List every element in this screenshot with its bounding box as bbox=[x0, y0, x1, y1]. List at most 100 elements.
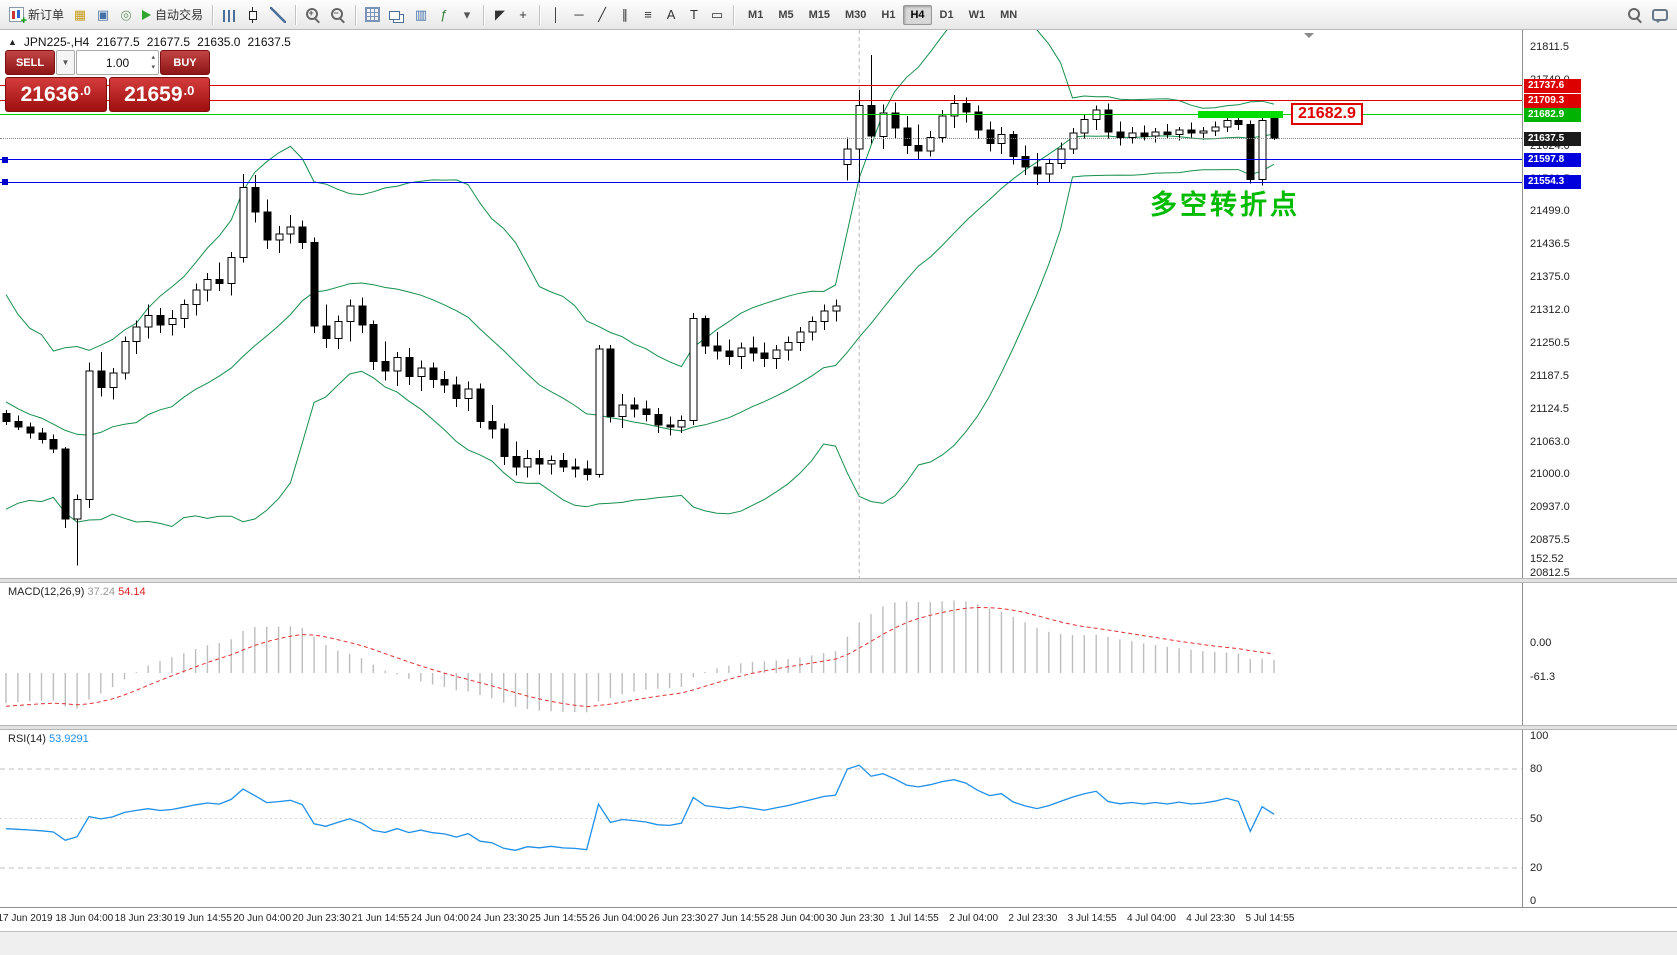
bars-chart-icon bbox=[222, 9, 236, 22]
time-axis[interactable]: 17 Jun 2019 18 Jun 04:00 18 Jun 23:30 19 Ju… bbox=[0, 907, 1677, 931]
panel-divider[interactable] bbox=[0, 578, 1677, 583]
buy-price-display[interactable]: 21659 .0 bbox=[108, 77, 210, 112]
new-chart-button[interactable]: ▥ bbox=[410, 3, 432, 27]
macd-signal-line bbox=[5, 606, 1275, 708]
cascade-windows-button[interactable] bbox=[385, 3, 409, 27]
label-button[interactable]: T bbox=[683, 3, 705, 27]
candlestick-chart-icon bbox=[245, 6, 261, 23]
line-chart-button[interactable] bbox=[266, 3, 290, 27]
price-axis-label: 20937.0 bbox=[1530, 501, 1570, 514]
rsi-line bbox=[5, 764, 1275, 851]
volume-input[interactable]: 1.00 ▴ ▾ bbox=[76, 50, 159, 75]
bollinger-upper-band bbox=[5, 30, 1275, 368]
stepper-up-icon[interactable]: ▴ bbox=[151, 54, 155, 61]
tile-windows-button[interactable] bbox=[361, 3, 384, 27]
data-window-button[interactable]: ▣ bbox=[92, 3, 114, 27]
pivot-line[interactable] bbox=[0, 114, 1522, 116]
timeframe-m5-button[interactable]: M5 bbox=[771, 5, 800, 25]
autotrading-icon bbox=[142, 9, 152, 20]
price-axis-label: 21000.0 bbox=[1530, 468, 1570, 481]
macd-indicator-chart[interactable] bbox=[0, 583, 1522, 727]
timeframe-h1-button[interactable]: H1 bbox=[874, 5, 902, 25]
pivot-price-callout[interactable]: 21682.9 bbox=[1291, 103, 1363, 125]
cascade-windows-icon bbox=[389, 11, 401, 20]
stepper-down-icon[interactable]: ▾ bbox=[151, 63, 155, 71]
layouts-icon: ▦ bbox=[73, 6, 87, 22]
sell-price-display[interactable]: 21636 .0 bbox=[5, 77, 107, 112]
time-axis-label: 26 Jun 23:30 bbox=[648, 913, 707, 924]
buy-button[interactable]: BUY bbox=[160, 50, 210, 75]
pivot-annotation-text[interactable]: 多空转折点 bbox=[1150, 190, 1300, 220]
shapes-icon: ▭ bbox=[710, 6, 724, 22]
price-axis-label: 21811.5 bbox=[1530, 41, 1569, 53]
fibonacci-button[interactable]: ≡ bbox=[637, 3, 659, 27]
volume-dropdown[interactable]: ▼ bbox=[56, 50, 75, 75]
rsi-axis-label: 50 bbox=[1530, 812, 1543, 825]
rsi-indicator-chart[interactable] bbox=[0, 730, 1522, 907]
volume-steppers[interactable]: ▴ ▾ bbox=[151, 53, 155, 73]
support-line-lower-handle[interactable] bbox=[2, 179, 8, 186]
timeframe-m30-button[interactable]: M30 bbox=[838, 5, 873, 25]
search-button[interactable] bbox=[1623, 3, 1647, 27]
one-click-toggle-icon[interactable]: ▲ bbox=[8, 37, 17, 47]
toolbar-separator bbox=[733, 4, 735, 25]
sell-button[interactable]: SELL bbox=[5, 50, 55, 75]
price-axis-label: 21436.5 bbox=[1530, 238, 1570, 251]
templates-button[interactable]: ▾ bbox=[456, 3, 478, 27]
support-line-upper[interactable] bbox=[0, 159, 1522, 161]
crosshair-button[interactable]: + bbox=[512, 3, 534, 27]
timeframe-w1-button[interactable]: W1 bbox=[962, 5, 993, 25]
autotrading-button[interactable]: 自动交易 bbox=[138, 3, 207, 27]
toolbar-separator bbox=[539, 4, 541, 25]
price-chart[interactable] bbox=[0, 30, 1522, 580]
vertical-line-icon: │ bbox=[551, 6, 561, 22]
resistance-line-upper-price-tag: 21737.6 bbox=[1524, 78, 1581, 93]
rsi-name: RSI(14) bbox=[8, 733, 46, 745]
zoom-out-button[interactable]: − bbox=[326, 3, 350, 27]
timeframe-m15-button[interactable]: M15 bbox=[802, 5, 837, 25]
symbol-period-label: JPN225-,H4 bbox=[23, 35, 90, 49]
price-axis-label: 21187.5 bbox=[1530, 369, 1569, 382]
resistance-line-upper[interactable] bbox=[0, 85, 1522, 87]
pivot-line-price-tag: 21682.9 bbox=[1524, 107, 1581, 122]
community-button[interactable] bbox=[1648, 3, 1672, 27]
bid-price-line[interactable] bbox=[0, 138, 1522, 140]
timeframe-m1-button[interactable]: M1 bbox=[741, 5, 770, 25]
trendline-button[interactable]: ╱ bbox=[591, 3, 613, 27]
shapes-button[interactable]: ▭ bbox=[706, 3, 728, 27]
candlestick-chart-button[interactable] bbox=[241, 3, 265, 27]
timeframe-d1-button[interactable]: D1 bbox=[933, 5, 961, 25]
panel-divider[interactable] bbox=[0, 725, 1677, 730]
support-line-upper-handle[interactable] bbox=[2, 156, 8, 163]
bars-chart-button[interactable] bbox=[218, 3, 240, 27]
equidistant-channel-button[interactable]: ∥ bbox=[614, 3, 636, 27]
indicators-button[interactable]: ƒ bbox=[433, 3, 455, 27]
horizontal-line-icon: ─ bbox=[574, 6, 584, 22]
timeframe-h4-button[interactable]: H4 bbox=[903, 4, 932, 25]
price-axis-label: 20875.5 bbox=[1530, 534, 1570, 547]
label-icon: T bbox=[690, 6, 698, 22]
layouts-button[interactable]: ▦ bbox=[69, 3, 91, 27]
text-button[interactable]: A bbox=[660, 3, 682, 27]
resistance-line-lower[interactable] bbox=[0, 100, 1522, 102]
horizontal-line-button[interactable]: ─ bbox=[568, 3, 590, 27]
cursor-button[interactable]: ◤ bbox=[489, 3, 511, 27]
toolbar: 新订单▦▣◎自动交易+−▥ƒ▾◤+│─╱∥≡AT▭M1M5M15M30H1H4D… bbox=[0, 0, 1677, 30]
vertical-line-button[interactable]: │ bbox=[545, 3, 567, 27]
time-axis-label: 2 Jul 23:30 bbox=[1008, 913, 1058, 924]
zoom-out-icon: − bbox=[330, 7, 346, 23]
chart-shift-marker[interactable] bbox=[1304, 33, 1314, 43]
support-line-lower[interactable] bbox=[0, 181, 1522, 183]
price-axis[interactable]: 21811.521749.021686.521624.021561.521499… bbox=[1522, 30, 1677, 907]
rsi-axis-label: 0 bbox=[1530, 895, 1537, 907]
rsi-axis-label: 20 bbox=[1530, 862, 1543, 874]
new-order-button[interactable]: 新订单 bbox=[5, 3, 68, 27]
price-axis-label: 21063.0 bbox=[1530, 435, 1570, 448]
pivot-highlight-bar[interactable] bbox=[1198, 111, 1283, 118]
support-line-lower-price-tag: 21554.3 bbox=[1524, 175, 1581, 190]
price-axis-label: 21499.0 bbox=[1530, 205, 1570, 218]
time-axis-label: 24 Jun 04:00 bbox=[411, 913, 469, 924]
zoom-in-button[interactable]: + bbox=[301, 3, 325, 27]
timeframe-mn-button[interactable]: MN bbox=[993, 5, 1024, 25]
navigator-button[interactable]: ◎ bbox=[115, 3, 137, 27]
